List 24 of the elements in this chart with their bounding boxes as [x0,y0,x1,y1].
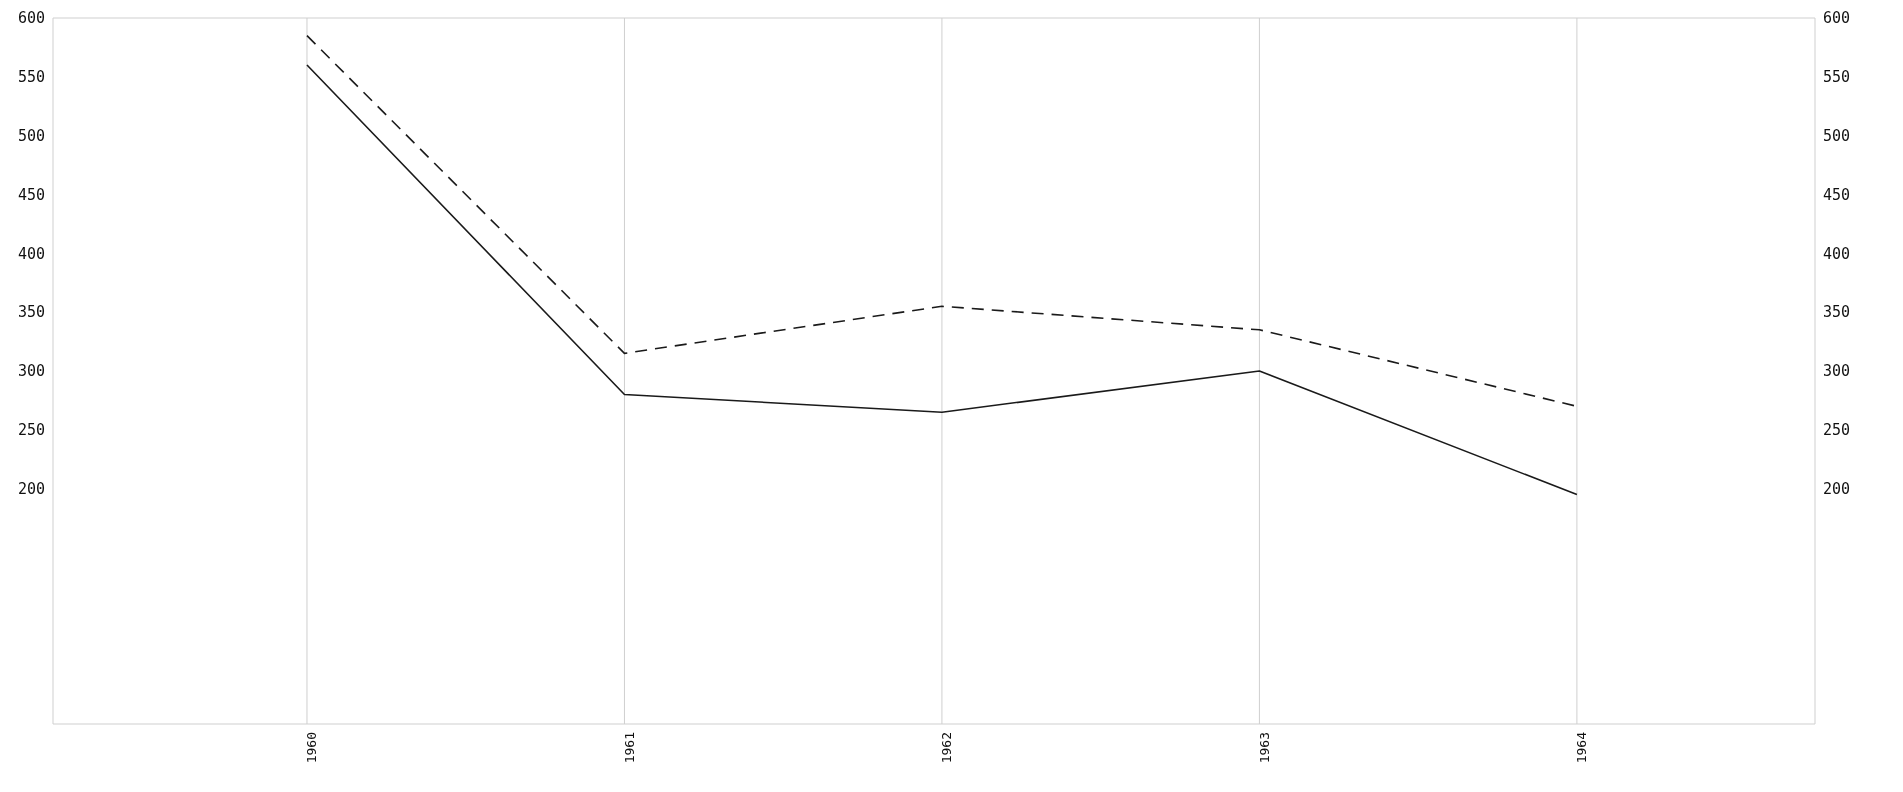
y2-tick-label: 350 [1823,303,1851,322]
y-tick-label: 400 [17,244,45,263]
x-tick-label: 1963 [1256,732,1272,764]
y2-tick-label: 500 [1823,126,1851,145]
y-tick-label: 250 [17,421,45,440]
y2-tick-label: 250 [1823,421,1851,440]
y2-tick-label: 450 [1823,185,1851,204]
x-tick-label: 1962 [939,732,955,764]
y-tick-label: 200 [17,479,45,498]
y-tick-label: 600 [17,9,45,28]
y2-tick-label: 600 [1823,9,1851,28]
y-tick-label: 550 [17,68,45,87]
y2-tick-label: 550 [1823,68,1851,87]
x-tick-label: 1960 [304,732,320,764]
y2-tick-label: 300 [1823,362,1851,381]
y-tick-label: 500 [17,126,45,145]
y2-tick-label: 400 [1823,244,1851,263]
x-tick-label: 1964 [1574,731,1590,764]
line-series [306,64,1578,496]
x-tick-label: 1961 [621,732,637,764]
y2-tick-label: 200 [1823,479,1851,498]
y-tick-label: 450 [17,185,45,204]
y-tick-label: 350 [17,303,45,322]
y-tick-label: 300 [17,362,45,381]
